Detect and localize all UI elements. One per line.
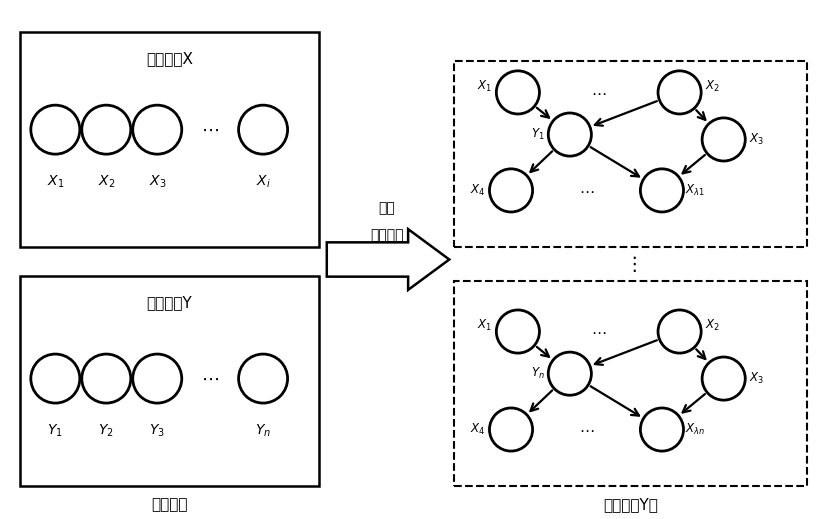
Bar: [20, 276, 319, 486]
Circle shape: [238, 105, 287, 154]
Text: $X_2$: $X_2$: [705, 318, 720, 333]
Text: $X_2$: $X_2$: [98, 174, 115, 190]
Text: $Y_3$: $Y_3$: [149, 422, 165, 439]
Circle shape: [657, 310, 700, 353]
Text: $X_1$: $X_1$: [477, 79, 492, 94]
Text: $X_i$: $X_i$: [255, 174, 270, 190]
Text: 工艺参数Y: 工艺参数Y: [147, 296, 192, 310]
Circle shape: [132, 354, 181, 403]
Text: $X_4$: $X_4$: [469, 422, 485, 437]
Text: $X_{\lambda n}$: $X_{\lambda n}$: [685, 422, 705, 437]
Text: $X_{\lambda 1}$: $X_{\lambda 1}$: [685, 183, 705, 198]
Circle shape: [701, 357, 744, 400]
Circle shape: [238, 354, 287, 403]
Text: $X_3$: $X_3$: [749, 132, 763, 147]
Text: $X_1$: $X_1$: [477, 318, 492, 333]
Circle shape: [701, 118, 744, 161]
Text: 条件独立: 条件独立: [369, 228, 403, 242]
Text: 工艺参数Y的: 工艺参数Y的: [603, 497, 657, 512]
Text: $\cdots$: $\cdots$: [590, 85, 606, 100]
Text: $X_3$: $X_3$: [148, 174, 166, 190]
Circle shape: [639, 408, 682, 451]
Text: $Y_n$: $Y_n$: [255, 422, 271, 439]
Circle shape: [132, 105, 181, 154]
Circle shape: [31, 105, 79, 154]
Circle shape: [82, 105, 131, 154]
Bar: [20, 32, 319, 247]
Text: $Y_n$: $Y_n$: [530, 366, 544, 381]
Text: $X_2$: $X_2$: [705, 79, 720, 94]
Text: 影响因素X: 影响因素X: [146, 51, 193, 66]
Circle shape: [489, 169, 532, 212]
Text: $Y_1$: $Y_1$: [530, 127, 544, 142]
Text: $X_1$: $X_1$: [46, 174, 64, 190]
Circle shape: [496, 71, 539, 114]
Bar: [454, 281, 806, 486]
Text: $\cdots$: $\cdots$: [578, 183, 594, 198]
Circle shape: [31, 354, 79, 403]
Text: $X_3$: $X_3$: [749, 371, 763, 386]
Text: 测试: 测试: [378, 201, 394, 215]
Polygon shape: [326, 229, 449, 290]
Text: $\cdots$: $\cdots$: [201, 120, 219, 139]
Text: $\cdots$: $\cdots$: [578, 422, 594, 437]
Circle shape: [639, 169, 682, 212]
Text: $Y_2$: $Y_2$: [99, 422, 114, 439]
Text: $\cdots$: $\cdots$: [590, 324, 606, 339]
Text: 挤压铸造: 挤压铸造: [151, 497, 187, 512]
Circle shape: [547, 113, 590, 156]
Text: $X_4$: $X_4$: [469, 183, 485, 198]
Circle shape: [82, 354, 131, 403]
Circle shape: [489, 408, 532, 451]
Circle shape: [496, 310, 539, 353]
Text: $Y_1$: $Y_1$: [47, 422, 63, 439]
Circle shape: [547, 352, 590, 395]
Bar: [454, 61, 806, 247]
Circle shape: [657, 71, 700, 114]
Text: $\cdots$: $\cdots$: [201, 370, 219, 388]
Text: $\vdots$: $\vdots$: [623, 254, 636, 274]
